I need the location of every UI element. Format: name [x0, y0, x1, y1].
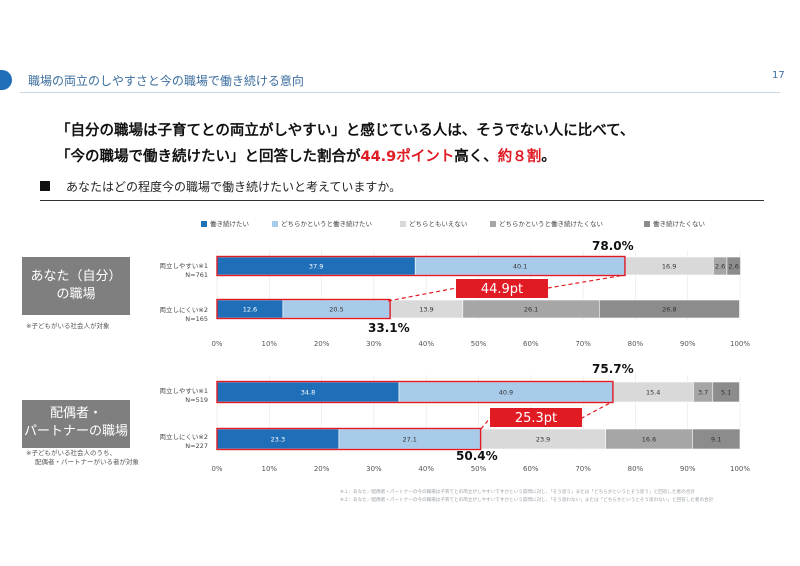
x-tick-label: 90%: [680, 465, 696, 473]
bar-value-label: 20.5: [329, 306, 343, 314]
bar-value-label: 9.1: [711, 436, 721, 444]
group-label-self: あなた（自分） の職場: [22, 257, 130, 315]
x-tick-label: 80%: [628, 465, 644, 473]
bar-value-label: 15.4: [646, 389, 660, 397]
highlight-outline: [216, 380, 614, 404]
header-title: 職場の両立のしやすさと今の職場で働き続ける意向: [28, 74, 304, 88]
legend-swatch-5: [644, 221, 650, 227]
headline-line-2: 「今の職場で働き続けたい」と回答した割合が44.9ポイント高く、約８割。: [56, 145, 556, 166]
x-tick-label: 10%: [262, 465, 278, 473]
x-tick-label: 40%: [418, 465, 434, 473]
legend-item-4: どちらかというと働き続けたくない: [490, 218, 603, 228]
bar-value-label: 2.6: [715, 263, 725, 271]
difference-connector: [480, 402, 611, 430]
bar-value-label: 3.7: [698, 389, 708, 397]
question-text: あなたはどの程度今の職場で働き続けたいと考えていますか。: [66, 180, 402, 194]
bar-segment: [599, 299, 740, 319]
x-tick-label: 0%: [211, 465, 222, 473]
legend-swatch-2: [272, 221, 278, 227]
x-tick-label: 20%: [314, 340, 330, 348]
bar-value-label: 26.8: [662, 306, 676, 314]
bar-value-label: 16.9: [662, 263, 676, 271]
bar-value-label: 13.9: [419, 306, 433, 314]
sum-label-hard: 50.4%: [456, 449, 498, 463]
x-tick-label: 90%: [680, 340, 696, 348]
bar-value-label: 23.3: [271, 436, 285, 444]
legend-item-5: 働き続けたくない: [644, 218, 705, 228]
question-underline: [40, 200, 764, 201]
footnote-1: ※１：あなた／配偶者・パートナーの今の職場は子育てとの両立がしやすいですかという…: [340, 490, 695, 495]
group-note-self: ※子どもがいる社会人が対象: [26, 322, 110, 330]
bar-value-label: 2.6: [729, 263, 739, 271]
legend-swatch-3: [400, 221, 406, 227]
sum-label-easy: 75.7%: [592, 362, 634, 376]
bar-value-label: 40.1: [513, 263, 527, 271]
difference-label: 25.3pt: [515, 411, 557, 426]
sum-label-easy: 78.0%: [592, 239, 634, 253]
highlight-outline: [216, 255, 626, 277]
x-tick-label: 50%: [471, 340, 487, 348]
row-label-self-easy: 両立しやすい※1 N=761: [159, 262, 208, 279]
x-tick-label: 40%: [418, 340, 434, 348]
page-number: 17: [772, 70, 785, 81]
legend-item-2: どちらかというと働き続けたい: [272, 218, 372, 228]
header-divider: [20, 92, 780, 93]
bar-value-label: 23.9: [536, 436, 550, 444]
highlight-outline: [216, 427, 482, 451]
x-tick-label: 80%: [628, 340, 644, 348]
x-tick-label: 50%: [471, 465, 487, 473]
x-tick-label: 20%: [314, 465, 330, 473]
x-tick-label: 30%: [366, 340, 382, 348]
headline-text-e: 。: [541, 149, 556, 165]
legend-swatch-4: [490, 221, 496, 227]
row-label-partner-hard: 両立しにくい※2 N=227: [159, 433, 208, 450]
legend-item-1: 働き続けたい: [201, 218, 249, 228]
bar-value-label: 37.9: [309, 263, 323, 271]
question-bullet: [40, 181, 50, 191]
legend-item-3: どちらともいえない: [400, 218, 467, 228]
x-tick-label: 10%: [262, 340, 278, 348]
bar-value-label: 34.8: [301, 389, 315, 397]
header-accent-mark: [0, 70, 12, 90]
x-tick-label: 100%: [730, 340, 750, 348]
footnote-2: ※２：あなた／配偶者・パートナーの今の職場は子育てとの両立がしやすいですかという…: [340, 498, 714, 503]
bar-segment: [692, 428, 741, 450]
difference-box: [490, 408, 582, 427]
bar-value-label: 16.6: [642, 436, 656, 444]
headline-text-c: 高く、: [454, 149, 498, 165]
difference-box: [456, 279, 548, 298]
x-tick-label: 30%: [366, 465, 382, 473]
bar-value-label: 5.1: [721, 389, 731, 397]
bar-value-label: 12.6: [243, 306, 257, 314]
headline-highlight-share: 約８割: [497, 149, 542, 165]
group-note-partner: ※子どもがいる社会人のうち、 配偶者・パートナーがいる者が対象: [26, 449, 139, 466]
headline-text-a: 「今の職場で働き続けたい」と回答した割合が: [56, 149, 361, 165]
bar-segment: [726, 256, 741, 276]
bar-value-label: 27.1: [402, 436, 416, 444]
row-label-partner-easy: 両立しやすい※1 N=519: [159, 387, 208, 404]
x-tick-label: 0%: [211, 340, 222, 348]
headline-highlight-points: 44.9ポイント: [360, 149, 455, 165]
x-tick-label: 70%: [575, 340, 591, 348]
highlight-outline: [216, 298, 391, 320]
legend-swatch-1: [201, 221, 207, 227]
x-tick-label: 60%: [523, 465, 539, 473]
row-label-self-hard: 両立しにくい※2 N=165: [159, 306, 208, 323]
bar-value-label: 26.1: [524, 306, 538, 314]
difference-label: 44.9pt: [481, 282, 523, 297]
sum-label-hard: 33.1%: [368, 321, 410, 335]
x-tick-label: 70%: [575, 465, 591, 473]
group-label-partner: 配偶者・ パートナーの職場: [22, 400, 130, 448]
headline-line-1: 「自分の職場は子育てとの両立がしやすい」と感じている人は、そうでない人に比べて、: [56, 123, 635, 139]
x-tick-label: 100%: [730, 465, 750, 473]
bar-segment: [712, 381, 740, 403]
x-tick-label: 60%: [523, 340, 539, 348]
bar-value-label: 40.9: [499, 389, 513, 397]
